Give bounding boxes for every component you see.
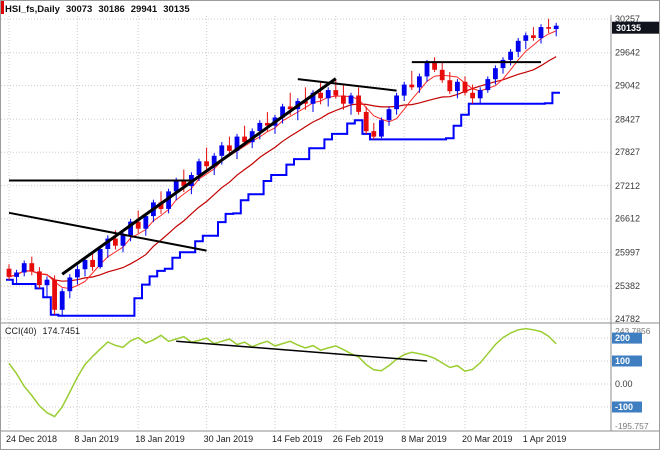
cci-level-label: -195.757 [615,421,649,431]
ma-fast-line [8,30,557,290]
indicator-label: CCI(40) 174.7451 [5,326,80,336]
cci-line [8,327,557,418]
pane-separators [1,15,659,432]
price-axis-label: 25997 [615,247,640,257]
price-axis-label: 28427 [615,114,640,124]
cci-level-label: 243.7856 [615,326,651,336]
price-axis-label: 26612 [615,214,640,224]
date-axis-label: 8 Jan 2019 [74,434,119,444]
price-axis-label: 27212 [615,181,640,191]
indicator-name: CCI(40) [5,326,37,336]
cci-level-label: 200 [615,333,630,343]
date-axis-label: 30 Jan 2019 [204,434,254,444]
price-axis-label: 25382 [615,281,640,291]
cci-trend-line[interactable] [176,340,428,362]
low-value: 29941 [130,4,158,15]
price-axis-label: 29642 [615,48,640,58]
date-axis-label: 24 Dec 2018 [6,434,57,444]
time-axis[interactable]: 24 Dec 2018 8 Jan 2019 18 Jan 2019 30 Jan 2… [6,434,566,444]
support-step-line [6,91,560,317]
ma-slow-line [8,56,557,282]
symbol-timeframe-label: HSI_fs,Daily [5,4,60,15]
window-accent-mark [1,1,4,14]
date-axis-label: 26 Feb 2019 [333,434,384,444]
current-price-tag: 30135 [612,21,659,34]
cci-level-label: 0.00 [615,379,633,389]
price-axis-label: 29042 [615,81,640,91]
cci-level-label: 100 [615,356,630,366]
indicator-value: 174.7451 [42,326,81,336]
price-axis-label: 30257 [615,14,640,24]
date-axis-label: 8 Mar 2019 [401,434,447,444]
price-axis[interactable]: 30257 29642 29042 28427 27827 27212 26612 25997… [615,14,640,324]
date-axis-label: 14 Feb 2019 [272,434,323,444]
high-value: 30186 [98,4,125,15]
date-axis-label: 18 Jan 2019 [135,434,185,444]
date-axis-label: 20 Mar 2019 [462,434,513,444]
trend-lines[interactable] [8,61,541,276]
price-axis-label: 24782 [615,314,640,324]
chart-header: HSI_fs,Daily 30073 30186 29941 30135 [5,4,190,15]
close-value: 30135 [163,4,190,15]
cci-level-label: -100 [615,402,633,412]
grid-lines [1,16,611,430]
date-axis-label: 1 Apr 2019 [523,434,567,444]
candles-series [6,18,559,316]
price-axis-label: 27827 [615,147,640,157]
open-value: 30073 [65,4,93,15]
current-price-value: 30135 [616,23,641,33]
